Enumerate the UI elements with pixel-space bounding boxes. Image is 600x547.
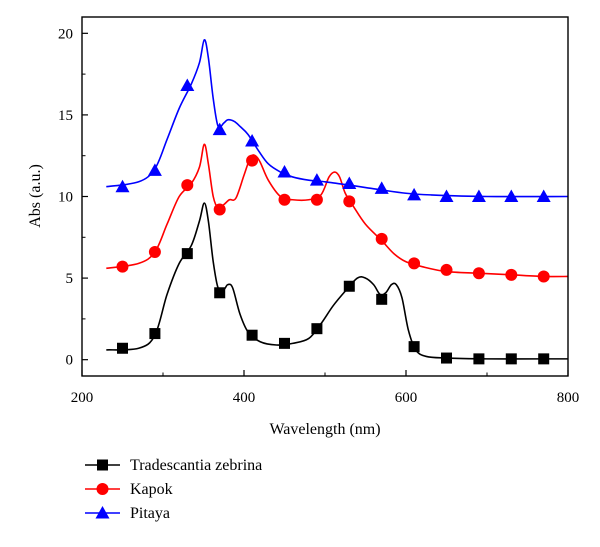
data-point — [278, 193, 291, 206]
data-point — [342, 176, 357, 189]
data-point — [505, 268, 518, 281]
y-tick-label: 10 — [58, 190, 73, 206]
data-point — [408, 341, 420, 353]
legend-marker — [95, 506, 110, 519]
data-point — [376, 293, 388, 305]
data-point — [537, 270, 550, 283]
data-point — [214, 287, 226, 299]
data-point — [309, 173, 324, 186]
data-point — [538, 353, 550, 365]
x-axis-title: Wavelength (nm) — [269, 421, 380, 438]
y-axis: 0 5 10 15 20 — [58, 26, 88, 369]
data-point — [147, 163, 162, 176]
data-point — [471, 189, 486, 202]
data-point — [343, 280, 355, 292]
series-line — [106, 143, 569, 278]
y-tick-label: 5 — [66, 271, 74, 287]
data-point — [115, 179, 130, 193]
data-point — [245, 134, 260, 147]
data-point — [311, 323, 323, 335]
legend: Tradescantia zebrina Kapok Pitaya — [85, 457, 262, 522]
data-point — [212, 122, 227, 136]
series-line — [106, 202, 568, 360]
data-point — [116, 260, 129, 273]
y-axis-title: Abs (a.u.) — [27, 164, 44, 228]
data-point — [181, 248, 193, 260]
x-tick-label: 200 — [71, 390, 94, 406]
legend-label: Kapok — [130, 481, 173, 498]
data-point — [149, 328, 161, 340]
data-point — [505, 353, 517, 365]
data-point — [473, 353, 485, 365]
y-tick-label: 0 — [66, 353, 74, 369]
data-point — [180, 78, 195, 92]
data-point — [343, 195, 356, 208]
legend-label: Pitaya — [130, 505, 170, 522]
data-point — [181, 179, 194, 192]
series-layer — [106, 39, 569, 365]
legend-label: Tradescantia zebrina — [130, 457, 262, 474]
data-point — [148, 245, 161, 258]
data-point — [472, 267, 485, 280]
y-tick-label: 15 — [58, 108, 73, 124]
data-point — [440, 263, 453, 276]
x-tick-label: 800 — [557, 390, 580, 406]
data-point — [408, 257, 421, 270]
data-point — [375, 232, 388, 245]
legend-item: Pitaya — [85, 505, 170, 522]
y-tick-label: 20 — [58, 26, 73, 42]
x-axis: 200 400 600 800 — [71, 370, 580, 406]
series-square — [106, 202, 568, 365]
data-point — [439, 189, 454, 202]
data-point — [279, 337, 290, 349]
data-point — [504, 189, 519, 202]
data-point — [117, 342, 128, 354]
data-point — [536, 189, 551, 202]
legend-marker — [96, 483, 109, 495]
x-tick-label: 600 — [395, 390, 418, 406]
series-line — [106, 39, 569, 198]
legend-item: Tradescantia zebrina — [85, 457, 262, 474]
data-point — [246, 329, 258, 341]
data-point — [441, 352, 452, 364]
x-tick-label: 400 — [233, 390, 256, 406]
series-triangle — [106, 39, 569, 202]
legend-item: Kapok — [85, 481, 173, 498]
series-circle — [106, 143, 569, 283]
data-point — [246, 154, 259, 167]
legend-marker — [97, 459, 108, 471]
data-point — [407, 187, 422, 201]
data-point — [374, 181, 389, 194]
data-point — [213, 203, 226, 216]
data-point — [277, 165, 292, 178]
data-point — [310, 193, 323, 206]
